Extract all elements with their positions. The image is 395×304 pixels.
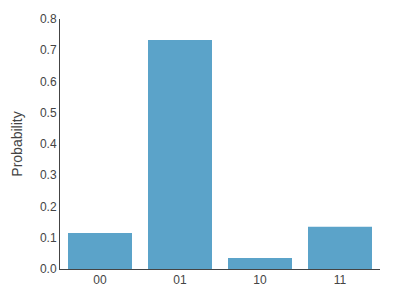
svg-text:11: 11 [334,273,347,287]
svg-text:0.3: 0.3 [40,168,57,182]
svg-text:0.2: 0.2 [40,200,57,214]
svg-text:0.0: 0.0 [40,262,57,276]
svg-text:00: 00 [93,273,107,287]
svg-text:10: 10 [253,273,267,287]
svg-text:0.4: 0.4 [40,137,57,151]
svg-text:0.1: 0.1 [40,231,57,245]
svg-text:0.5: 0.5 [40,106,57,120]
svg-text:0.8: 0.8 [40,12,57,26]
svg-text:0.6: 0.6 [40,75,57,89]
svg-text:Probability: Probability [9,111,25,176]
svg-text:0.7: 0.7 [40,43,57,57]
svg-text:01: 01 [173,273,187,287]
